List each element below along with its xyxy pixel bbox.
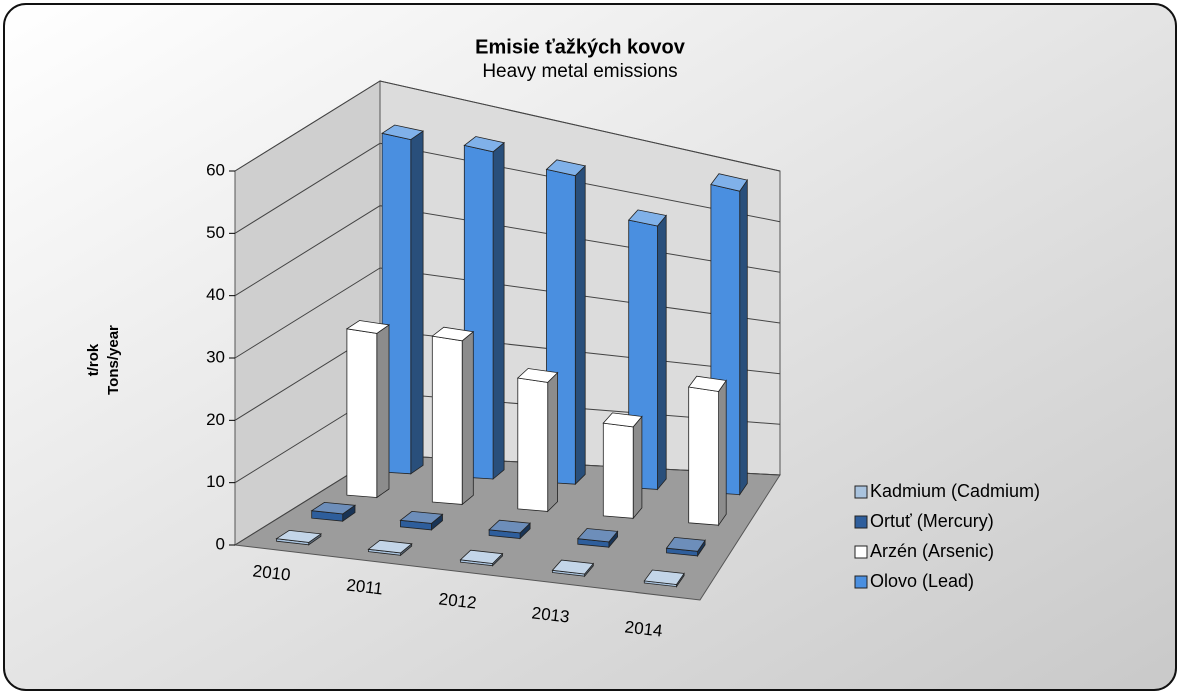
bar-side bbox=[410, 130, 424, 475]
bar-top bbox=[602, 412, 643, 428]
y-tick-label: 50 bbox=[206, 223, 225, 242]
bar-top bbox=[381, 124, 425, 141]
y-tick-label: 60 bbox=[206, 160, 225, 179]
bar-top bbox=[665, 536, 706, 552]
bar bbox=[399, 510, 444, 531]
bar bbox=[488, 519, 531, 540]
chart-subtitle: Heavy metal emissions bbox=[482, 61, 677, 82]
legend-swatch bbox=[854, 485, 868, 499]
x-tick-label: 2014 bbox=[624, 617, 664, 640]
bar-top bbox=[516, 368, 559, 383]
y-axis-title-line: Tons/year bbox=[105, 325, 122, 395]
bar bbox=[551, 559, 595, 578]
bar-top bbox=[710, 173, 748, 192]
legend: Kadmium (Cadmium) Ortuť (Mercury) Arzén (A… bbox=[854, 481, 1040, 591]
bar-top bbox=[399, 510, 444, 524]
bar-top bbox=[367, 539, 413, 554]
bar bbox=[459, 549, 504, 567]
bar bbox=[367, 539, 413, 557]
bar-top bbox=[551, 559, 595, 575]
bar-top bbox=[488, 519, 531, 534]
bar bbox=[576, 528, 619, 549]
bar bbox=[516, 368, 559, 513]
x-tick-label: 2013 bbox=[531, 603, 571, 626]
bar-top bbox=[687, 375, 727, 392]
legend-label: Arzén (Arsenic) bbox=[870, 541, 994, 561]
y-tick-label: 10 bbox=[206, 472, 225, 491]
bar-top bbox=[545, 159, 587, 177]
bar-side bbox=[492, 141, 505, 480]
bar-side bbox=[574, 164, 586, 486]
bar-side bbox=[547, 371, 558, 513]
bar-top bbox=[275, 529, 323, 543]
bar-side bbox=[657, 214, 667, 491]
plot-area: 0 10 20 30 40 50 60 2010 2011 2012 2013 2014 bbox=[206, 80, 781, 641]
bar-top bbox=[643, 569, 685, 585]
bar-side bbox=[376, 324, 390, 499]
bar-top bbox=[310, 501, 357, 515]
bar-side bbox=[739, 178, 748, 496]
bar bbox=[431, 326, 475, 506]
x-tick-label: 2010 bbox=[252, 561, 292, 584]
y-tick-label: 40 bbox=[206, 285, 225, 304]
bar-top bbox=[463, 136, 505, 153]
bar bbox=[345, 320, 391, 499]
bar bbox=[687, 375, 727, 527]
bar-front bbox=[431, 335, 463, 505]
bar-front bbox=[602, 422, 634, 519]
legend-swatch bbox=[854, 575, 868, 589]
y-tick-label: 20 bbox=[206, 410, 225, 429]
bar bbox=[275, 529, 323, 546]
y-axis-title-line: t/rok bbox=[85, 343, 102, 376]
bar-top bbox=[459, 549, 504, 564]
bar-top bbox=[576, 528, 619, 543]
legend-swatch bbox=[854, 545, 868, 559]
legend-swatch bbox=[854, 515, 868, 529]
chart-title: Emisie ťažkých kovov bbox=[475, 36, 686, 58]
bar bbox=[665, 536, 706, 558]
bar-side bbox=[461, 330, 474, 506]
legend-label: Kadmium (Cadmium) bbox=[870, 481, 1040, 501]
bar bbox=[310, 501, 357, 522]
bar-side bbox=[718, 379, 727, 527]
y-axis-title: t/rok Tons/year bbox=[85, 325, 122, 395]
bar bbox=[643, 569, 685, 588]
y-tick-label: 0 bbox=[216, 534, 225, 553]
x-tick-label: 2011 bbox=[345, 575, 384, 598]
bar bbox=[602, 412, 643, 520]
legend-label: Ortuť (Mercury) bbox=[870, 511, 994, 531]
bar-top bbox=[627, 209, 667, 227]
bar-front bbox=[688, 386, 719, 526]
x-tick-label: 2012 bbox=[438, 589, 478, 612]
grid-line bbox=[234, 142, 781, 234]
grid-line bbox=[234, 80, 781, 172]
bar-side bbox=[632, 415, 643, 520]
bar-top bbox=[431, 326, 475, 342]
bar-top bbox=[345, 320, 391, 334]
bar-front bbox=[517, 377, 549, 512]
bar-front bbox=[346, 328, 378, 498]
y-tick-label: 30 bbox=[206, 347, 225, 366]
legend-label: Olovo (Lead) bbox=[870, 571, 974, 591]
